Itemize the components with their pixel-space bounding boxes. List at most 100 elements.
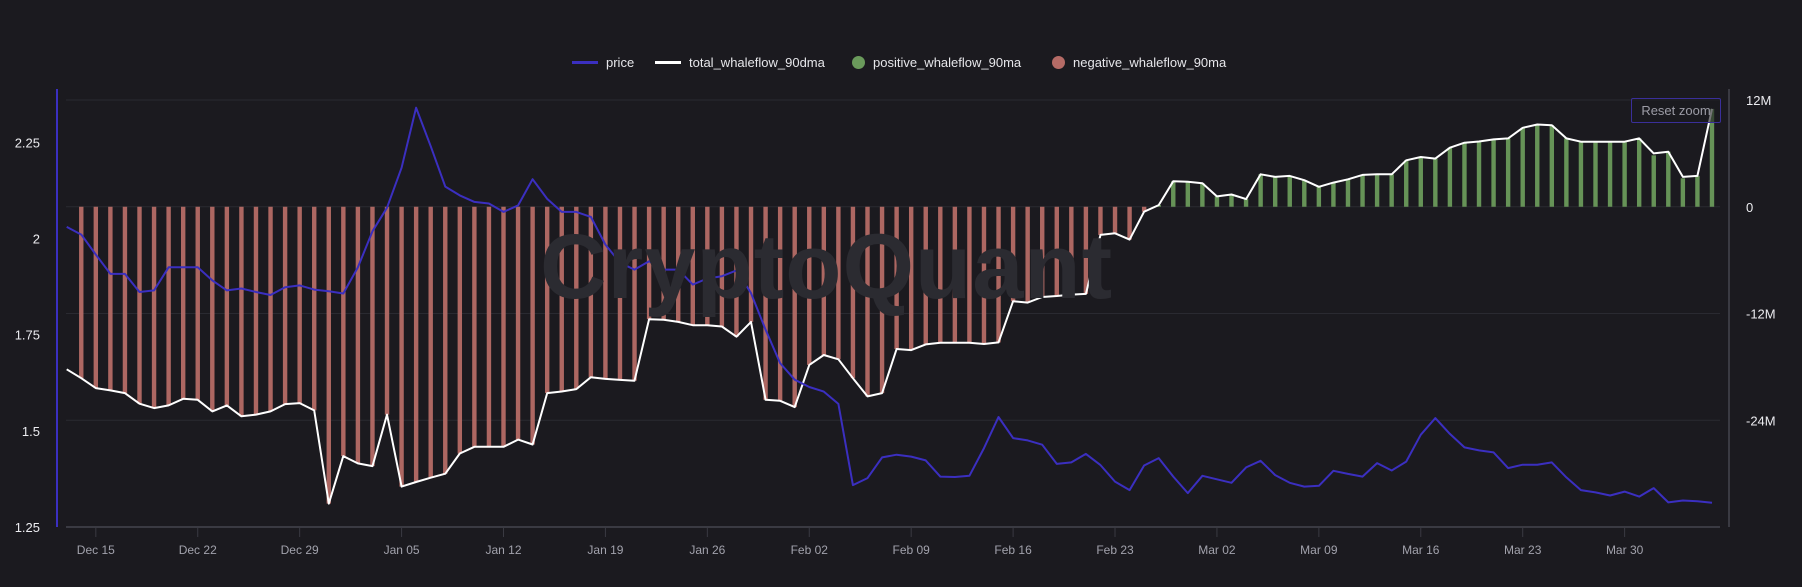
positive-whaleflow-bar (1185, 181, 1191, 207)
x-tick-label: Jan 19 (587, 543, 623, 557)
negative-whaleflow-bar (1127, 206, 1132, 240)
right-tick-label: -12M (1746, 307, 1776, 322)
negative-whaleflow-bar (428, 206, 433, 478)
negative-whaleflow-bar (268, 206, 273, 412)
negative-whaleflow-bar (821, 206, 827, 355)
negative-whaleflow-bar (967, 206, 972, 343)
x-tick-label: Feb 02 (791, 543, 829, 557)
negative-whaleflow-bar (850, 206, 856, 379)
negative-whaleflow-bar (93, 206, 99, 389)
total-whaleflow-line (66, 108, 1713, 505)
negative-whaleflow-bar (1010, 206, 1016, 302)
negative-whaleflow-bar (312, 206, 317, 411)
x-tick-label: Jan 12 (485, 543, 521, 557)
negative-whaleflow-bar (297, 206, 302, 404)
positive-whaleflow-bar (1418, 157, 1423, 207)
negative-whaleflow-bar (515, 206, 521, 440)
negative-whaleflow-bar (1054, 206, 1059, 296)
positive-whaleflow-bar (1447, 147, 1453, 207)
positive-whaleflow-bar (1229, 194, 1234, 207)
positive-whaleflow-bar (1171, 181, 1176, 207)
right-tick-label: -24M (1746, 413, 1776, 428)
negative-whaleflow-bar (792, 206, 797, 408)
legend-item-negative-whaleflow[interactable]: negative_whaleflow_90ma (1052, 52, 1226, 72)
x-tick-label: Jan 05 (384, 543, 420, 557)
negative-whaleflow-bar (399, 206, 404, 487)
left-tick-label: 1.5 (22, 424, 40, 439)
positive-whaleflow-bar (1243, 199, 1249, 207)
legend-label: positive_whaleflow_90ma (873, 54, 1022, 70)
negative-whaleflow-bar (617, 206, 623, 380)
negative-whaleflow-bar (894, 206, 899, 349)
negative-whaleflow-bar (1025, 206, 1030, 303)
series-lines (66, 106, 1713, 505)
negative-whaleflow-bar (777, 206, 783, 401)
negative-whaleflow-bar (574, 206, 579, 390)
negative-whaleflow-bar (239, 206, 244, 417)
line-swatch-icon (655, 60, 681, 64)
negative-whaleflow-bar (384, 206, 390, 415)
legend-label: total_whaleflow_90dma (689, 54, 825, 70)
negative-whaleflow-bar (151, 206, 157, 409)
reset-zoom-button[interactable]: Reset zoom (1631, 98, 1721, 123)
negative-whaleflow-bar (224, 206, 230, 406)
positive-whaleflow-bar (1651, 155, 1656, 207)
positive-whaleflow-bar (1549, 125, 1555, 207)
negative-whaleflow-bar (908, 206, 914, 351)
x-tick-label: Mar 09 (1300, 543, 1338, 557)
negative-whaleflow-bar (472, 206, 477, 447)
positive-whaleflow-bar (1258, 174, 1263, 207)
negative-whaleflow-bar (79, 206, 84, 379)
negative-whaleflow-bar (195, 206, 200, 400)
legend-label: negative_whaleflow_90ma (1073, 54, 1227, 70)
positive-whaleflow-bar (1272, 176, 1278, 207)
positive-whaleflow-bar (1214, 196, 1220, 207)
negative-whaleflow-bar (588, 206, 594, 378)
left-tick-label: 2 (33, 231, 40, 246)
positive-whaleflow-bar (1360, 174, 1365, 207)
positive-whaleflow-bar (1374, 174, 1380, 207)
negative-whaleflow-bar (210, 206, 215, 412)
negative-whaleflow-bar (1040, 206, 1045, 297)
positive-whaleflow-bar (1433, 158, 1438, 207)
x-tick-label: Dec 22 (179, 543, 217, 557)
positive-whaleflow-bar (1491, 139, 1496, 207)
positive-whaleflow-bar (1476, 141, 1482, 207)
positive-whaleflow-bar (1593, 141, 1598, 207)
x-tick-label: Mar 30 (1606, 543, 1644, 557)
negative-whaleflow-bar (457, 206, 463, 454)
legend-item-total-whaleflow[interactable]: total_whaleflow_90dma (655, 52, 825, 72)
legend: price total_whaleflow_90dma positive_wha… (0, 52, 1802, 72)
negative-whaleflow-bar (763, 206, 768, 400)
negative-whaleflow-bar (865, 206, 870, 397)
negative-whaleflow-bar (530, 206, 535, 445)
positive-whaleflow-bar (1666, 151, 1671, 207)
negative-whaleflow-bar (952, 206, 958, 343)
negative-whaleflow-bar (137, 206, 142, 404)
negative-whaleflow-bar (108, 206, 113, 391)
dot-swatch-icon (852, 55, 865, 69)
axes: 1.25 1.5 1.75 2 2.25 12M 0 -12M -24M Dec 15 Dec 22… (15, 89, 1776, 557)
negative-whaleflow-bar (996, 206, 1001, 343)
negative-whaleflow-bar (705, 206, 710, 326)
negative-whaleflow-bar (632, 206, 637, 381)
negative-whaleflow-bar (166, 206, 171, 406)
x-tick-label: Jan 26 (689, 543, 725, 557)
x-tick-label: Mar 02 (1198, 543, 1236, 557)
negative-whaleflow-bar (807, 206, 812, 365)
negative-whaleflow-bar (501, 206, 506, 447)
negative-whaleflow-bar (690, 206, 695, 326)
negative-whaleflow-bar (355, 206, 361, 464)
negative-whaleflow-bar (646, 206, 652, 320)
legend-item-positive-whaleflow[interactable]: positive_whaleflow_90ma (852, 52, 1021, 72)
right-tick-label: 12M (1746, 93, 1771, 108)
negative-whaleflow-bar (661, 206, 666, 320)
legend-label: price (606, 54, 635, 70)
x-tick-label: Dec 29 (281, 543, 319, 557)
legend-item-price[interactable]: price (572, 52, 634, 72)
negative-whaleflow-bar (676, 206, 681, 322)
negative-whaleflow-bar (1069, 206, 1074, 295)
left-tick-label: 2.25 (15, 135, 40, 150)
negative-whaleflow-bar (413, 206, 419, 482)
